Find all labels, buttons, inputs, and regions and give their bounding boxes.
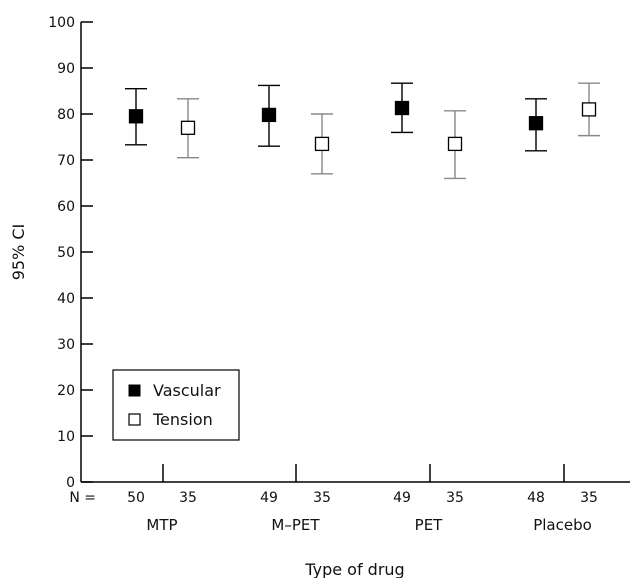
- n-label-vascular-3: 48: [527, 490, 545, 506]
- data-marks: [125, 83, 600, 178]
- y-tick-label-20: 20: [57, 383, 75, 399]
- x-axis-title: Type of drug: [304, 560, 404, 578]
- y-axis-title: 95% CI: [9, 224, 28, 281]
- mean-point-vascular-3: [530, 117, 543, 130]
- n-label-vascular-0: 50: [127, 490, 145, 506]
- n-label-tension-2: 35: [446, 490, 464, 506]
- y-tick-label-0: 0: [66, 475, 75, 491]
- legend-label-vascular: Vascular: [153, 381, 221, 400]
- y-tick-label-30: 30: [57, 337, 75, 353]
- n-prefix-label: N =: [69, 490, 96, 506]
- legend-label-tension: Tension: [152, 410, 213, 429]
- mean-point-vascular-0: [130, 110, 143, 123]
- n-label-tension-1: 35: [313, 490, 331, 506]
- n-labels: 50 49 49 48 35 35 35 35: [127, 490, 598, 506]
- y-tick-label-40: 40: [57, 291, 75, 307]
- category-label-1: M–PET: [271, 516, 320, 534]
- y-tick-label-70: 70: [57, 153, 75, 169]
- category-label-0: MTP: [146, 516, 177, 534]
- mean-point-vascular-1: [263, 108, 276, 121]
- legend: Vascular Tension: [113, 370, 239, 440]
- legend-marker-tension: [129, 414, 140, 425]
- mean-point-tension-1: [316, 137, 329, 150]
- n-label-tension-0: 35: [179, 490, 197, 506]
- category-labels: MTP M–PET PET Placebo: [146, 516, 591, 534]
- x-group-separators: [163, 464, 564, 482]
- mean-point-vascular-2: [396, 102, 409, 115]
- n-label-vascular-1: 49: [260, 490, 278, 506]
- y-tick-label-50: 50: [57, 245, 75, 261]
- mean-point-tension-3: [583, 103, 596, 116]
- category-label-2: PET: [415, 516, 444, 534]
- y-tick-label-80: 80: [57, 107, 75, 123]
- y-tick-label-10: 10: [57, 429, 75, 445]
- mean-point-tension-0: [182, 121, 195, 134]
- mean-point-tension-2: [449, 137, 462, 150]
- legend-marker-vascular: [129, 385, 140, 396]
- y-tick-label-90: 90: [57, 61, 75, 77]
- n-label-tension-3: 35: [580, 490, 598, 506]
- n-label-vascular-2: 49: [393, 490, 411, 506]
- y-tick-label-100: 100: [48, 15, 75, 31]
- category-label-3: Placebo: [533, 516, 592, 534]
- y-ticks: 0 10 20 30 40 50 60 70 80 90 100: [48, 15, 93, 491]
- y-tick-label-60: 60: [57, 199, 75, 215]
